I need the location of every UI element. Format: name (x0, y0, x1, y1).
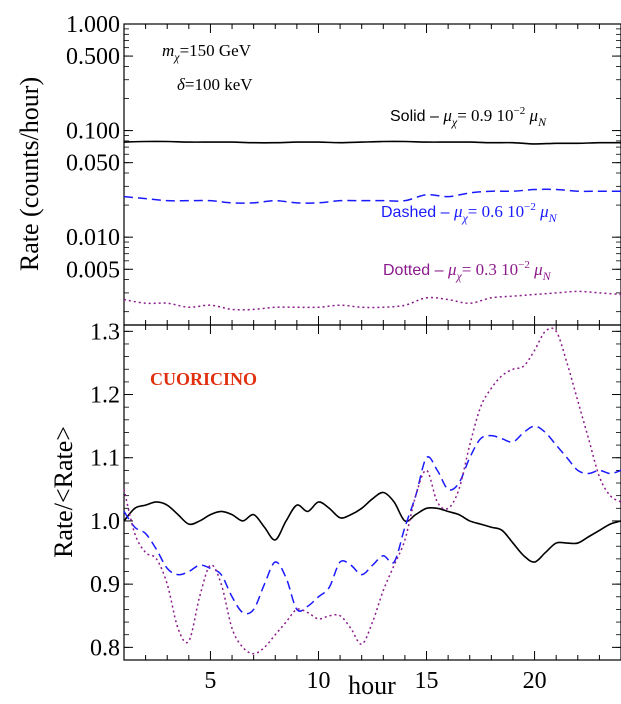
top-ytick-label: 0.050 (66, 151, 120, 177)
mass-annotation: mχ=150 GeV (162, 41, 252, 64)
dashed-legend-label: Dashed – μχ= 0.6 10−2 μN (381, 201, 558, 225)
top-dotted-line (123, 290, 621, 311)
bottom-ytick-label: 1.2 (90, 383, 120, 409)
top-ticks: 1.000 0.500 0.100 0.050 0.010 0.005 (66, 12, 621, 325)
bottom-ytick-label: 1.1 (90, 446, 120, 472)
bottom-ytick-label: 1.0 (90, 509, 120, 535)
top-ytick-label: 0.005 (66, 257, 120, 283)
top-series (123, 140, 621, 311)
delta-annotation: δ=100 keV (177, 75, 253, 94)
top-dashed-line (123, 188, 621, 204)
top-y-axis-title: Rate (counts/hour) (15, 77, 44, 271)
top-ytick-label: 0.500 (66, 44, 120, 70)
bottom-dotted-line (123, 327, 621, 655)
bottom-series (123, 327, 621, 655)
x-axis-title: hour (348, 671, 396, 700)
bottom-panel-frame (123, 324, 621, 661)
bottom-solid-line (123, 491, 621, 563)
bottom-xtick-label: 15 (415, 668, 439, 694)
bottom-xtick-label: 5 (204, 668, 216, 694)
top-ytick-label: 1.000 (66, 12, 120, 38)
top-solid-line (123, 140, 621, 145)
bottom-ytick-label: 1.3 (90, 319, 120, 345)
top-ytick-label: 0.010 (66, 225, 120, 251)
bottom-ytick-label: 0.9 (90, 572, 120, 598)
bottom-xtick-label: 10 (306, 668, 330, 694)
dotted-legend-label: Dotted – μχ= 0.3 10−2 μN (383, 259, 552, 283)
top-ytick-label: 0.100 (66, 119, 120, 145)
bottom-xtick-label: 20 (523, 668, 547, 694)
cuoricino-label: CUORICINO (150, 369, 257, 389)
bottom-ticks: 0.8 0.9 1.0 1.1 1.2 1.3 5 10 15 20 (90, 319, 621, 694)
bottom-dashed-line (123, 425, 621, 615)
bottom-ytick-label: 0.8 (90, 635, 120, 661)
solid-legend-label: Solid – μχ= 0.9 10−2 μN (390, 105, 547, 129)
bottom-y-axis-title: Rate/<Rate> (49, 426, 78, 558)
